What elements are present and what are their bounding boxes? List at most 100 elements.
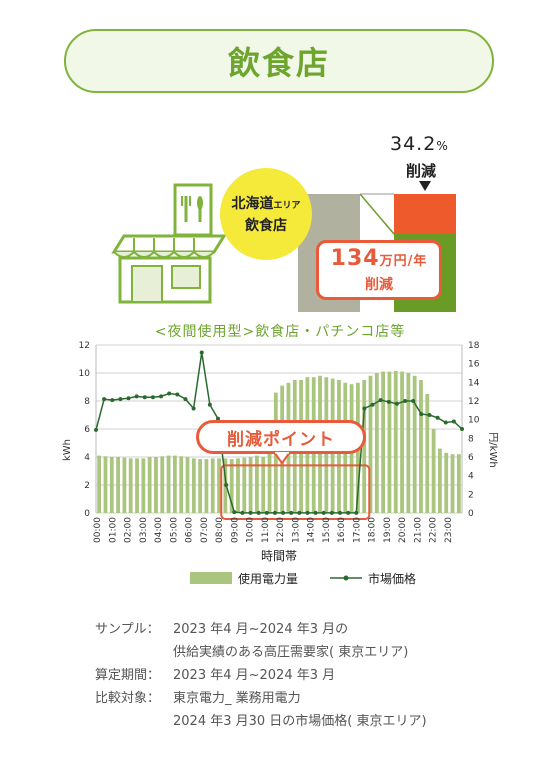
y-tick-label: 12 bbox=[79, 341, 90, 351]
price-point bbox=[297, 510, 302, 515]
price-point bbox=[313, 510, 318, 515]
usage-bar bbox=[210, 458, 215, 513]
chart-title: <夜間使用型>飲食店・パチンコ店等 bbox=[154, 324, 406, 340]
y2-tick-label: 18 bbox=[468, 341, 480, 351]
usage-bar bbox=[198, 459, 203, 513]
price-point bbox=[321, 510, 326, 515]
price-point bbox=[289, 510, 294, 515]
price-point bbox=[134, 394, 139, 399]
usage-bar bbox=[116, 457, 120, 513]
price-point bbox=[281, 510, 286, 515]
usage-bar bbox=[261, 457, 266, 513]
price-line bbox=[95, 352, 463, 514]
usage-bar bbox=[135, 458, 139, 513]
usage-bar bbox=[374, 373, 379, 513]
price-point bbox=[427, 413, 432, 417]
x-tick-label: 14:00 bbox=[307, 517, 317, 543]
price-point bbox=[443, 420, 448, 425]
usage-bar bbox=[431, 429, 436, 513]
price-point bbox=[142, 395, 147, 400]
usage-bar bbox=[425, 394, 430, 513]
usage-bar bbox=[393, 370, 398, 513]
price-point bbox=[329, 510, 334, 515]
usage-bar bbox=[97, 455, 102, 513]
x-tick-label: 22:00 bbox=[429, 517, 439, 543]
y2-tick-label: 8 bbox=[468, 434, 474, 444]
price-point bbox=[338, 510, 342, 515]
usage-bar bbox=[456, 454, 461, 513]
x-axis-label: 時間帯 bbox=[261, 549, 297, 563]
price-point bbox=[94, 427, 98, 432]
x-tick-label: 20:00 bbox=[398, 517, 408, 543]
x-tick-label: 19:00 bbox=[383, 517, 393, 543]
usage-bar bbox=[406, 373, 411, 513]
price-point bbox=[102, 397, 107, 402]
x-tick-label: 11:00 bbox=[261, 517, 271, 543]
x-tick-label: 03:00 bbox=[139, 517, 149, 543]
x-tick-label: 09:00 bbox=[230, 517, 240, 543]
price-point bbox=[370, 402, 375, 407]
price-point bbox=[362, 406, 367, 411]
notes: サンプル： 2023 年4 月~2024 年3 月の 供給実績のある高圧需要家( … bbox=[95, 618, 427, 733]
y2-tick-label: 4 bbox=[468, 472, 474, 482]
note-sample: サンプル： 2023 年4 月~2024 年3 月の bbox=[95, 618, 427, 641]
x-tick-label: 07:00 bbox=[200, 517, 210, 543]
price-point bbox=[191, 406, 196, 411]
usage-bar bbox=[450, 454, 455, 513]
price-point bbox=[199, 350, 204, 355]
y2-tick-label: 12 bbox=[468, 397, 479, 407]
x-tick-label: 16:00 bbox=[337, 517, 347, 543]
down-arrow-icon bbox=[419, 181, 431, 191]
usage-bar bbox=[381, 371, 386, 513]
x-tick-label: 17:00 bbox=[352, 517, 362, 543]
connector-line bbox=[359, 193, 395, 235]
x-tick-label: 02:00 bbox=[124, 517, 134, 543]
y-tick-label: 4 bbox=[84, 453, 90, 463]
usage-bar bbox=[172, 455, 177, 513]
price-point bbox=[150, 395, 155, 400]
usage-bar bbox=[412, 375, 417, 513]
usage-bar bbox=[267, 422, 272, 513]
price-point bbox=[378, 398, 383, 403]
saved-portion-bar bbox=[394, 194, 456, 234]
savings-box: 134万円/年 削減 bbox=[316, 240, 442, 300]
y-tick-label: 2 bbox=[84, 481, 90, 491]
usage-bar bbox=[191, 458, 196, 513]
savings-unit: 万円/年 bbox=[379, 253, 428, 269]
price-point bbox=[159, 394, 164, 399]
price-point bbox=[419, 412, 424, 417]
price-point bbox=[435, 415, 440, 420]
legend-line-marker bbox=[343, 575, 349, 581]
reduction-point-callout: 削減ポイント bbox=[196, 420, 366, 454]
usage-bar bbox=[400, 371, 404, 513]
price-point bbox=[386, 399, 391, 404]
usage-bar bbox=[368, 375, 373, 513]
price-point bbox=[175, 392, 180, 397]
price-point bbox=[305, 510, 310, 515]
price-point bbox=[354, 510, 359, 515]
usage-bar bbox=[147, 457, 152, 513]
reduction-highlight-box bbox=[220, 464, 371, 520]
usage-bar bbox=[387, 371, 392, 513]
savings-label: 削減 bbox=[365, 276, 393, 293]
x-tick-label: 00:00 bbox=[93, 517, 103, 543]
x-tick-label: 05:00 bbox=[169, 517, 179, 543]
price-point bbox=[118, 397, 123, 402]
badge-area-suffix: エリア bbox=[273, 201, 301, 211]
y2-tick-label: 2 bbox=[468, 490, 474, 500]
x-tick-label: 01:00 bbox=[108, 517, 118, 543]
x-tick-label: 08:00 bbox=[215, 517, 225, 543]
badge-industry: 飲食店 bbox=[245, 218, 287, 234]
usage-bar bbox=[185, 457, 190, 513]
usage-bar bbox=[229, 459, 234, 513]
y-tick-label: 6 bbox=[84, 425, 90, 435]
x-tick-label: 21:00 bbox=[413, 517, 423, 543]
callout-pointer bbox=[272, 452, 292, 465]
y2-tick-label: 10 bbox=[468, 416, 480, 426]
price-point bbox=[110, 398, 115, 403]
price-point bbox=[232, 510, 237, 515]
usage-bar bbox=[109, 457, 114, 513]
y2-axis-label: 円/kWh bbox=[487, 432, 498, 467]
y2-tick-label: 0 bbox=[468, 509, 474, 519]
usage-bar bbox=[438, 448, 442, 513]
